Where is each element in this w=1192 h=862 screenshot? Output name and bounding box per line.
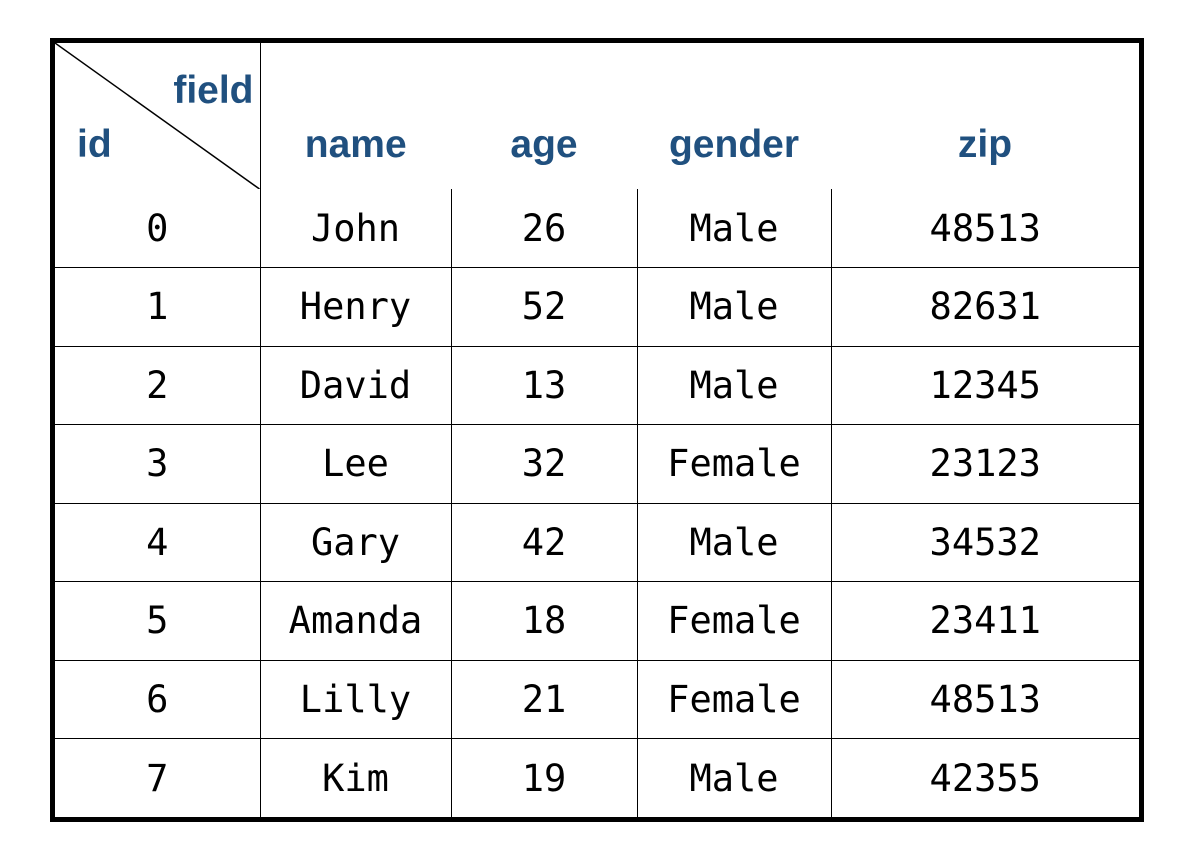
table-row: 1 Henry 52 Male 82631	[55, 267, 1139, 347]
cell-id: 0	[55, 189, 261, 268]
cell-zip: 48513	[830, 189, 1139, 268]
column-header-age: age	[510, 123, 578, 166]
cell-name: Gary	[259, 502, 452, 582]
cell-zip: 34532	[830, 502, 1139, 582]
cell-zip: 82631	[830, 267, 1139, 347]
cell-id: 4	[55, 502, 261, 582]
table-row: 0 John 26 Male 48513	[55, 189, 1139, 268]
cell-zip: 23411	[830, 581, 1139, 661]
cell-id: 7	[55, 738, 261, 817]
cell-age: 32	[450, 424, 638, 504]
cell-zip: 42355	[830, 738, 1139, 817]
corner-field-label: field	[173, 69, 254, 112]
cell-age: 42	[450, 502, 638, 582]
table-row: 5 Amanda 18 Female 23411	[55, 581, 1139, 661]
table-row: 6 Lilly 21 Female 48513	[55, 659, 1139, 739]
cell-name: Henry	[259, 267, 452, 347]
cell-gender: Male	[636, 502, 832, 582]
cell-name: Lilly	[259, 659, 452, 739]
table-row: 3 Lee 32 Female 23123	[55, 424, 1139, 504]
cell-age: 13	[450, 345, 638, 425]
cell-name: Amanda	[259, 581, 452, 661]
cell-age: 21	[450, 659, 638, 739]
cell-gender: Female	[636, 659, 832, 739]
cell-age: 52	[450, 267, 638, 347]
cell-zip: 23123	[830, 424, 1139, 504]
cell-zip: 48513	[830, 659, 1139, 739]
corner-id-label: id	[77, 123, 112, 166]
cell-id: 3	[55, 424, 261, 504]
cell-gender: Male	[636, 189, 832, 268]
column-header-gender: gender	[668, 123, 800, 166]
cell-gender: Female	[636, 424, 832, 504]
cell-age: 26	[450, 189, 638, 268]
table-row: 7 Kim 19 Male 42355	[55, 738, 1139, 817]
column-header-name: name	[304, 123, 407, 166]
cell-name: David	[259, 345, 452, 425]
corner-header-cell: field id	[55, 43, 261, 189]
cell-gender: Male	[636, 267, 832, 347]
cell-gender: Female	[636, 581, 832, 661]
cell-id: 6	[55, 659, 261, 739]
cell-name: Lee	[259, 424, 452, 504]
table-row: 2 David 13 Male 12345	[55, 345, 1139, 425]
column-header-zip: zip	[957, 123, 1013, 166]
data-table-frame: field id name age gender zip 0 John 26 M…	[50, 38, 1144, 822]
table-row: 4 Gary 42 Male 34532	[55, 502, 1139, 582]
data-table: field id name age gender zip 0 John 26 M…	[55, 43, 1139, 817]
cell-gender: Male	[636, 738, 832, 817]
cell-gender: Male	[636, 345, 832, 425]
cell-id: 5	[55, 581, 261, 661]
diagonal-divider	[55, 43, 260, 189]
cell-name: Kim	[259, 738, 452, 817]
cell-zip: 12345	[830, 345, 1139, 425]
cell-age: 19	[450, 738, 638, 817]
cell-id: 1	[55, 267, 261, 347]
cell-id: 2	[55, 345, 261, 425]
cell-name: John	[259, 189, 452, 268]
header-row: field id name age gender zip	[55, 43, 1139, 189]
cell-age: 18	[450, 581, 638, 661]
